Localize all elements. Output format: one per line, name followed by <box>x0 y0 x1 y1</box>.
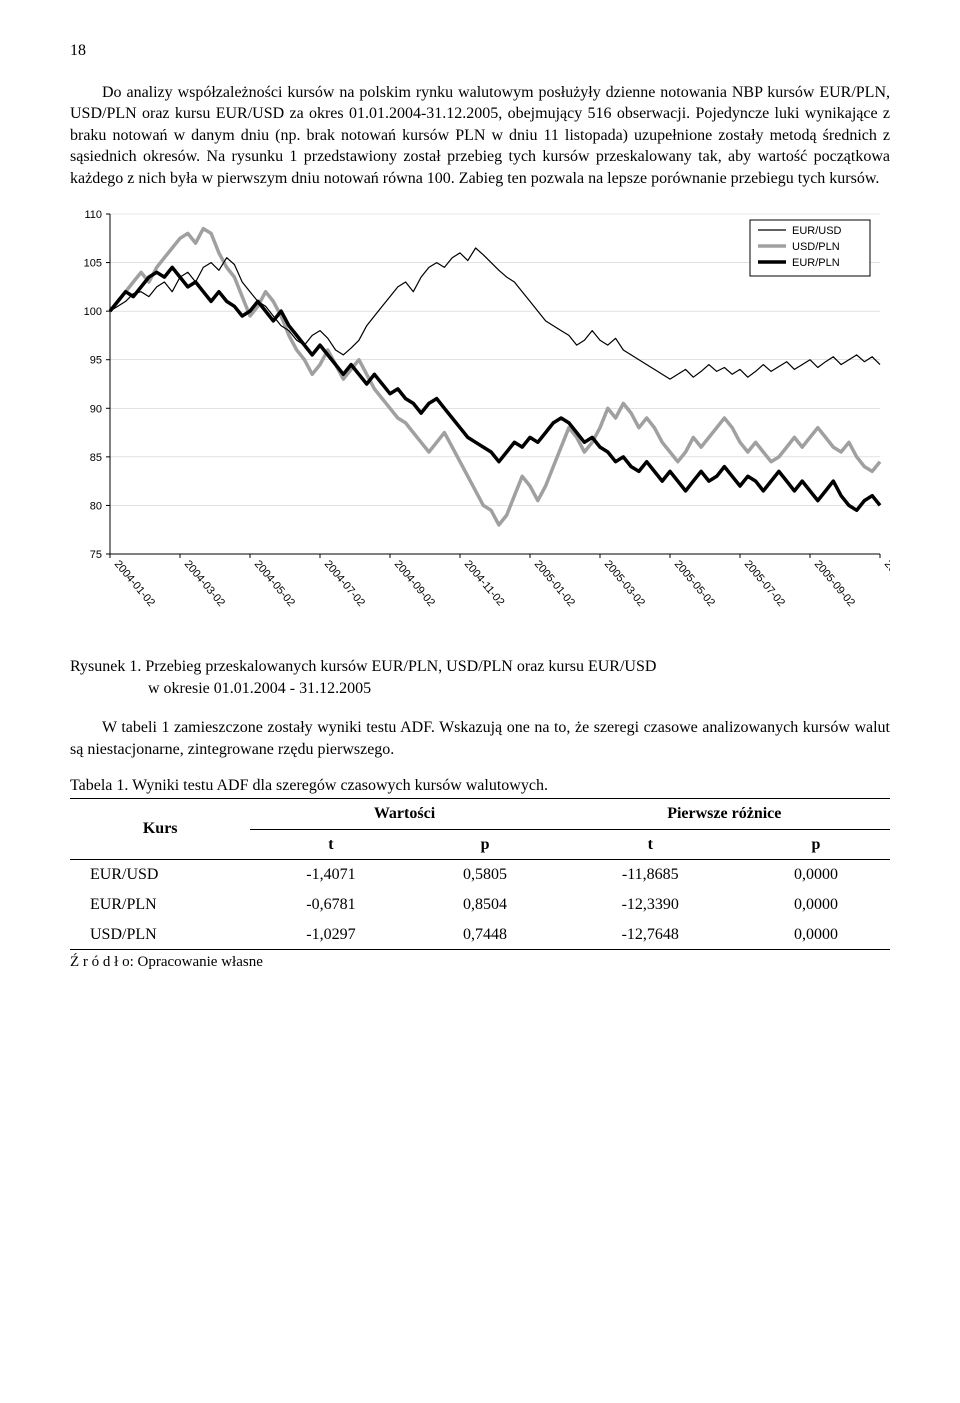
paragraph-2: W tabeli 1 zamieszczone zostały wyniki t… <box>70 717 890 760</box>
svg-text:2004-07-02: 2004-07-02 <box>322 558 367 609</box>
table-row: EUR/PLN -0,6781 0,8504 -12,3390 0,0000 <box>70 890 890 920</box>
caption-line-1: Rysunek 1. Przebieg przeskalowanych kurs… <box>70 658 656 675</box>
svg-text:2005-03-02: 2005-03-02 <box>602 558 647 609</box>
svg-text:USD/PLN: USD/PLN <box>792 241 840 253</box>
svg-text:95: 95 <box>90 354 102 366</box>
svg-text:2004-03-02: 2004-03-02 <box>182 558 227 609</box>
sub-p-2: p <box>742 829 890 860</box>
svg-text:2005-09-02: 2005-09-02 <box>812 558 857 609</box>
svg-text:85: 85 <box>90 451 102 463</box>
table-1-title: Tabela 1. Wyniki testu ADF dla szeregów … <box>70 775 890 797</box>
svg-text:80: 80 <box>90 500 102 512</box>
svg-text:2005-11-02: 2005-11-02 <box>882 558 890 608</box>
svg-text:75: 75 <box>90 549 102 561</box>
sub-p-1: p <box>411 829 558 860</box>
paragraph-1: Do analizy współzależności kursów na pol… <box>70 82 890 190</box>
table-row: USD/PLN -1,0297 0,7448 -12,7648 0,0000 <box>70 920 890 950</box>
svg-text:2004-09-02: 2004-09-02 <box>392 558 437 609</box>
svg-text:EUR/USD: EUR/USD <box>792 225 842 237</box>
table-adf: Kurs Wartości Pierwsze różnice t p t p E… <box>70 798 890 950</box>
svg-text:2004-01-02: 2004-01-02 <box>112 558 157 609</box>
sub-t-2: t <box>559 829 742 860</box>
figure-1-caption: Rysunek 1. Przebieg przeskalowanych kurs… <box>70 656 890 699</box>
col-roznice: Pierwsze różnice <box>559 799 890 830</box>
page-number: 18 <box>70 40 890 62</box>
svg-text:EUR/PLN: EUR/PLN <box>792 257 840 269</box>
table-source: Ź r ó d ł o: Opracowanie własne <box>70 952 890 972</box>
caption-line-2: w okresie 01.01.2004 - 31.12.2005 <box>70 678 890 700</box>
col-wartosci: Wartości <box>250 799 558 830</box>
svg-text:100: 100 <box>84 306 102 318</box>
svg-text:90: 90 <box>90 403 102 415</box>
svg-text:2005-07-02: 2005-07-02 <box>742 558 787 609</box>
svg-text:110: 110 <box>84 209 102 221</box>
chart-figure: 75 80 85 90 95 100 105 110 2004-01-02 2004-03-02 2… <box>70 204 890 651</box>
col-kurs: Kurs <box>70 799 250 860</box>
sub-t-1: t <box>250 829 411 860</box>
svg-text:2005-01-02: 2005-01-02 <box>532 558 577 609</box>
svg-text:2004-11-02: 2004-11-02 <box>462 558 507 608</box>
svg-text:2004-05-02: 2004-05-02 <box>252 558 297 609</box>
svg-text:105: 105 <box>84 257 102 269</box>
svg-text:2005-05-02: 2005-05-02 <box>672 558 717 609</box>
table-row: EUR/USD -1,4071 0,5805 -11,8685 0,0000 <box>70 860 890 890</box>
